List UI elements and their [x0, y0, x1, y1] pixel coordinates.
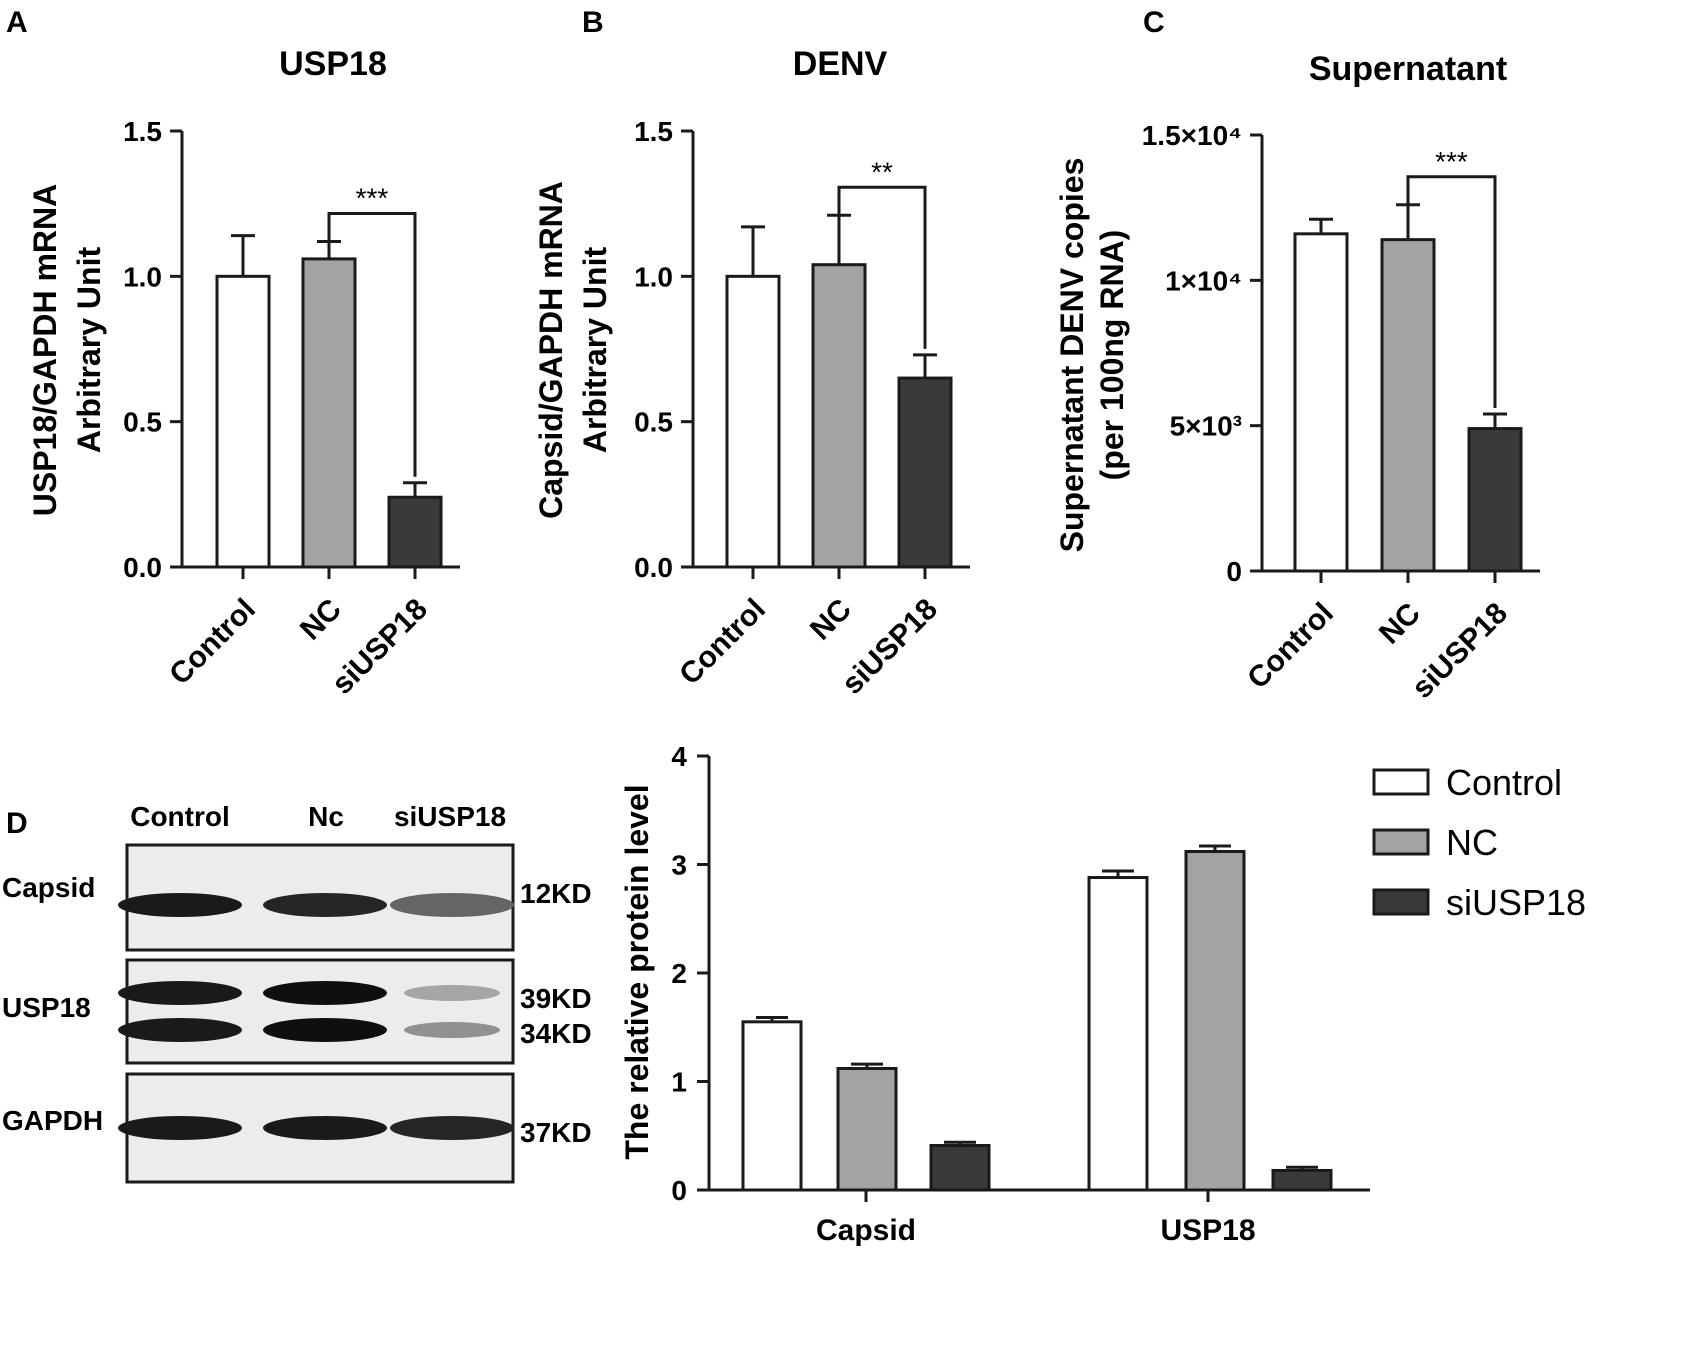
bar-siusp18 [387, 495, 443, 569]
y-axis-label: (per 100ng RNA) [1094, 230, 1130, 481]
significance-bracket [837, 185, 927, 349]
legend-swatch-nc [1372, 828, 1430, 856]
x-tick-label-siusp18: siUSP18 [836, 593, 944, 701]
y-axis-label: Arbitrary Unit [577, 247, 613, 454]
bar-control [1293, 232, 1349, 573]
panel-letter-a: A [6, 6, 28, 39]
blot-row-label-usp18: USP18 [2, 992, 91, 1023]
blot-band-capsid-siusp18 [390, 893, 514, 917]
blot-band-usp18-control [118, 1018, 242, 1042]
bar-capsid-nc [836, 1066, 898, 1192]
chart-usp18-mrna: USP18 USP18/GAPDH mRNA Arbitrary Unit 0.0 0.… [27, 45, 460, 701]
y-axis-label: Supernatant DENV copies [1054, 158, 1090, 553]
y-axis-label: Arbitrary Unit [71, 247, 107, 454]
x-tick-label-usp18: USP18 [1160, 1214, 1255, 1247]
y-tick-label: 0.5 [123, 407, 162, 438]
y-tick-label: 1.5 [634, 116, 673, 147]
blot-band-usp18-siusp18 [404, 1022, 500, 1038]
x-tick-label-siusp18: siUSP18 [326, 593, 434, 701]
significance-label: ** [871, 156, 893, 187]
y-tick-label: 1.0 [123, 261, 162, 292]
blot-band-usp18-nc [263, 981, 387, 1005]
y-axis-label: The relative protein level [619, 784, 655, 1159]
blot-band-usp18-control [118, 981, 242, 1005]
blot-membrane-usp18 [125, 958, 515, 1065]
chart-supernatant-copies: Supernatant Supernatant DENV copies (per 1… [1054, 50, 1540, 705]
legend-label-control: Control [1446, 762, 1562, 803]
y-tick-label: 1 [671, 1067, 687, 1098]
bar-nc [301, 257, 357, 569]
significance-bracket [327, 211, 417, 477]
panel-letter-c: C [1143, 6, 1165, 39]
legend-label-siusp18: siUSP18 [1446, 882, 1586, 923]
y-tick-label: 0 [671, 1175, 687, 1206]
chart-denv-capsid-mrna: DENV Capsid/GAPDH mRNA Arbitrary Unit 0.0 0.… [533, 45, 970, 701]
panel-letter-b: B [582, 6, 604, 39]
x-tick-label-control: Control [163, 593, 262, 692]
blot-row-label-capsid: Capsid [2, 872, 95, 903]
y-tick-label: 5×10³ [1170, 411, 1242, 442]
blot-row-label-gapdh: GAPDH [2, 1105, 103, 1136]
chart-title: DENV [793, 45, 888, 83]
legend-swatch-siusp18 [1372, 888, 1430, 916]
significance-label: *** [1435, 146, 1468, 177]
bar-control [725, 274, 781, 569]
blot-lane-label-control: Control [130, 801, 230, 832]
x-tick-label-nc: NC [1373, 597, 1427, 651]
x-tick-label-nc: NC [294, 593, 348, 647]
bar-capsid-control [741, 1020, 803, 1192]
blot-band-usp18-siusp18 [404, 985, 500, 1001]
y-tick-label: 0 [1226, 556, 1242, 587]
y-axis-label: Capsid/GAPDH mRNA [533, 181, 569, 519]
y-tick-label: 1.5×10⁴ [1142, 120, 1242, 151]
blot-marker-12kd: 12KD [520, 878, 592, 909]
blot-band-capsid-control [118, 893, 242, 917]
bar-siusp18 [1467, 427, 1523, 573]
bar-nc [1380, 238, 1436, 573]
blot-lane-label-siusp18: siUSP18 [394, 801, 506, 832]
blot-marker-39kd: 39KD [520, 983, 592, 1014]
blot-band-usp18-nc [263, 1018, 387, 1042]
y-tick-label: 0.0 [634, 552, 673, 583]
blot-marker-37kd: 37KD [520, 1117, 592, 1148]
chart-relative-protein-level: The relative protein level 0 1 2 3 4 Capsid USP… [619, 741, 1586, 1247]
y-tick-label: 0.0 [123, 552, 162, 583]
y-tick-label: 1×10⁴ [1165, 265, 1242, 296]
bar-control [215, 274, 271, 569]
y-tick-label: 2 [671, 958, 687, 989]
bar-usp18-siusp18 [1271, 1168, 1333, 1192]
x-tick-label-capsid: Capsid [816, 1214, 916, 1247]
bar-capsid-siusp18 [929, 1144, 991, 1192]
blot-band-gapdh-siusp18 [390, 1116, 514, 1140]
legend-swatch-control [1372, 768, 1430, 796]
y-tick-label: 4 [671, 741, 687, 772]
western-blot: Control Nc siUSP18 Capsid 12KD USP18 39KD 34KD G… [2, 801, 592, 1184]
bar-usp18-nc [1184, 849, 1246, 1192]
y-tick-label: 1.5 [123, 116, 162, 147]
x-tick-label-siusp18: siUSP18 [1406, 597, 1514, 705]
y-axis-label: USP18/GAPDH mRNA [27, 184, 63, 517]
y-tick-label: 3 [671, 850, 687, 881]
bar-siusp18 [897, 376, 953, 569]
x-tick-label-control: Control [1241, 597, 1340, 696]
chart-title: Supernatant [1309, 50, 1507, 88]
bar-usp18-control [1087, 876, 1149, 1192]
legend-label-nc: NC [1446, 822, 1498, 863]
blot-band-gapdh-control [118, 1116, 242, 1140]
y-tick-label: 1.0 [634, 261, 673, 292]
bar-nc [811, 263, 867, 569]
blot-band-capsid-nc [263, 893, 387, 917]
x-tick-label-nc: NC [804, 593, 858, 647]
y-tick-label: 0.5 [634, 407, 673, 438]
significance-label: *** [356, 182, 389, 213]
significance-bracket [1406, 175, 1497, 409]
chart-title: USP18 [279, 45, 387, 83]
blot-marker-34kd: 34KD [520, 1018, 592, 1049]
panel-letter-d: D [6, 807, 28, 840]
blot-band-gapdh-nc [263, 1116, 387, 1140]
x-tick-label-control: Control [673, 593, 772, 692]
blot-lane-label-nc: Nc [308, 801, 344, 832]
